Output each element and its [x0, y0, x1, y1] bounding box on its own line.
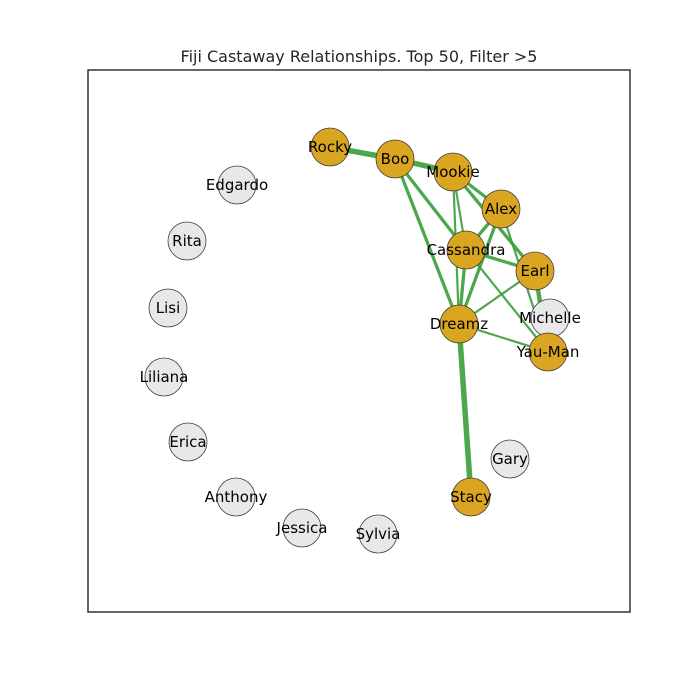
- node-circle: [167, 221, 207, 261]
- node-erica: Erica: [168, 422, 208, 462]
- node-label: Liliana: [140, 368, 189, 386]
- node-label: Rita: [172, 232, 202, 250]
- node-jessica: Jessica: [276, 508, 328, 548]
- node-gary: Gary: [490, 439, 530, 479]
- node-circle: [433, 152, 473, 192]
- node-mookie: Mookie: [426, 152, 480, 192]
- node-circle: [446, 230, 486, 270]
- node-anthony: Anthony: [205, 477, 268, 517]
- node-circle: [282, 508, 322, 548]
- node-label: Yau-Man: [516, 343, 580, 361]
- node-label: Gary: [492, 450, 528, 468]
- node-boo: Boo: [375, 139, 415, 179]
- node-circle: [310, 127, 350, 167]
- node-label: Mookie: [426, 163, 479, 181]
- node-layer: Rocky Boo Mookie Alex Cassandra Earl Michelle Y…: [140, 127, 581, 554]
- node-michelle: Michelle: [519, 298, 581, 338]
- node-label: Cassandra: [427, 241, 506, 259]
- node-sylvia: Sylvia: [356, 514, 401, 554]
- node-label: Edgardo: [206, 176, 268, 194]
- edge-layer: [329, 144, 551, 498]
- node-circle: [148, 288, 188, 328]
- node-circle: [216, 477, 256, 517]
- node-circle: [490, 439, 530, 479]
- node-circle: [451, 477, 491, 517]
- node-yau-man: Yau-Man: [516, 332, 580, 372]
- node-label: Dreamz: [430, 315, 488, 333]
- node-lisi: Lisi: [148, 288, 188, 328]
- node-circle: [217, 165, 257, 205]
- node-rocky: Rocky: [308, 127, 352, 167]
- edge-boo-dreamz: [393, 158, 461, 325]
- node-label: Anthony: [205, 488, 268, 506]
- node-circle: [144, 357, 184, 397]
- node-label: Earl: [520, 262, 549, 280]
- node-circle: [358, 514, 398, 554]
- node-label: Jessica: [276, 519, 328, 537]
- node-circle: [375, 139, 415, 179]
- node-cassandra: Cassandra: [427, 230, 506, 270]
- node-label: Alex: [485, 200, 517, 218]
- node-dreamz: Dreamz: [430, 304, 488, 344]
- node-circle: [481, 189, 521, 229]
- node-circle: [528, 332, 568, 372]
- node-label: Sylvia: [356, 525, 401, 543]
- node-label: Lisi: [156, 299, 181, 317]
- node-edgardo: Edgardo: [206, 165, 268, 205]
- edge-dreamz-stacy: [456, 323, 474, 498]
- node-circle: [515, 251, 555, 291]
- node-earl: Earl: [515, 251, 555, 291]
- node-alex: Alex: [481, 189, 521, 229]
- node-circle: [168, 422, 208, 462]
- node-circle: [439, 304, 479, 344]
- node-label: Boo: [381, 150, 410, 168]
- edge-cassandra-yau-man: [465, 249, 549, 353]
- node-label: Rocky: [308, 138, 352, 156]
- node-label: Stacy: [450, 488, 492, 506]
- node-liliana: Liliana: [140, 357, 189, 397]
- node-rita: Rita: [167, 221, 207, 261]
- chart-title: Fiji Castaway Relationships. Top 50, Fil…: [180, 47, 538, 66]
- node-stacy: Stacy: [450, 477, 492, 517]
- node-label: Erica: [169, 433, 206, 451]
- node-label: Michelle: [519, 309, 581, 327]
- plot-frame: [87, 69, 631, 613]
